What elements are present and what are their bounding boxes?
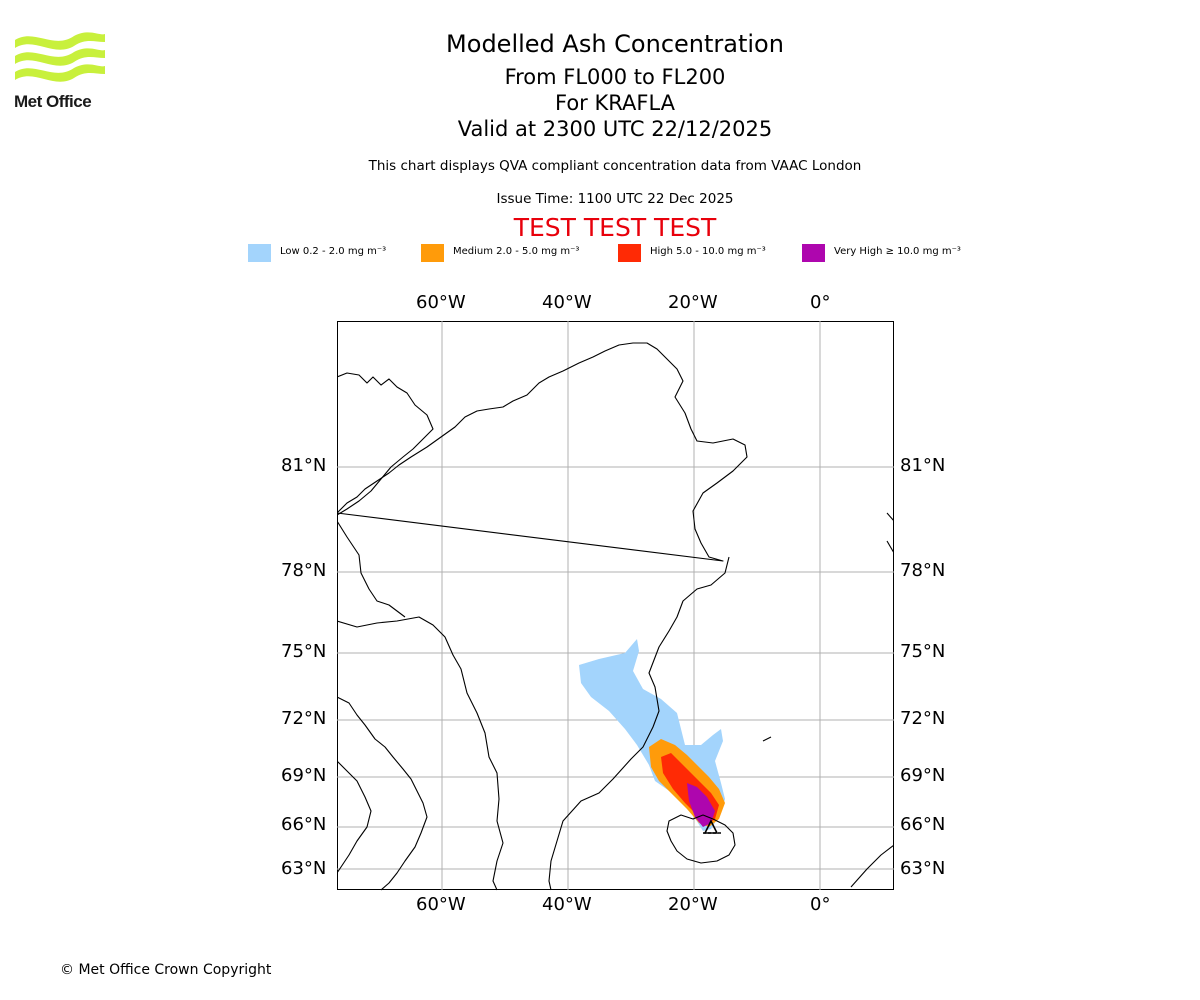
ash-region-very-high [687, 783, 715, 827]
lat-tick-right: 66°N [900, 814, 946, 835]
copyright: © Met Office Crown Copyright [60, 962, 272, 978]
legend-swatch-low [248, 244, 271, 262]
map-frame [337, 321, 894, 890]
level-range: From FL000 to FL200 [504, 65, 726, 89]
legend-label-high: High 5.0 - 10.0 mg m⁻³ [650, 246, 766, 257]
lat-tick-left: 75°N [281, 641, 327, 662]
lat-tick-right: 78°N [900, 560, 946, 581]
lat-tick-right: 75°N [900, 641, 946, 662]
jan-mayen-coastline [762, 736, 772, 742]
lat-tick-right: 69°N [900, 765, 946, 786]
legend-swatch-very-high [802, 244, 825, 262]
lon-tick-bottom: 20°W [668, 894, 718, 915]
met-office-logo: Met Office [14, 30, 110, 112]
lat-tick-left: 81°N [281, 455, 327, 476]
legend-label-low: Low 0.2 - 2.0 mg m⁻³ [280, 246, 387, 257]
norway-coastline [850, 844, 894, 888]
lat-tick-left: 72°N [281, 708, 327, 729]
legend-swatch-medium [421, 244, 444, 262]
lat-tick-left: 69°N [281, 765, 327, 786]
met-office-wave-icon [15, 32, 105, 82]
valid-time: Valid at 2300 UTC 22/12/2025 [457, 117, 773, 141]
ash-map [337, 321, 894, 891]
test-banner: TEST TEST TEST [513, 213, 717, 242]
iceland-coastline [666, 814, 736, 864]
legend-swatch-high [618, 244, 641, 262]
svalbard-coastline [886, 512, 894, 554]
logo-text: Met Office [14, 92, 92, 111]
lon-tick-top: 60°W [416, 292, 466, 313]
lon-tick-bottom: 60°W [416, 894, 466, 915]
baffin-coastline [337, 696, 428, 891]
lat-tick-left: 63°N [281, 858, 327, 879]
lon-tick-top: 0° [810, 292, 831, 313]
volcano-marker-icon [703, 819, 723, 834]
ellesmere-coastline [337, 372, 434, 516]
lat-tick-left: 78°N [281, 560, 327, 581]
lon-tick-top: 40°W [542, 292, 592, 313]
greenland-coastline [337, 342, 748, 891]
chart-title: Modelled Ash Concentration [446, 30, 784, 58]
lat-tick-left: 66°N [281, 814, 327, 835]
lat-tick-right: 81°N [900, 455, 946, 476]
legend-label-medium: Medium 2.0 - 5.0 mg m⁻³ [453, 246, 580, 257]
lat-tick-right: 63°N [900, 858, 946, 879]
lon-tick-bottom: 40°W [542, 894, 592, 915]
coastlines [337, 342, 894, 891]
lon-tick-top: 20°W [668, 292, 718, 313]
volcano-name: For KRAFLA [555, 91, 675, 115]
lon-tick-bottom: 0° [810, 894, 831, 915]
chart-description: This chart displays QVA compliant concen… [368, 158, 862, 174]
chart-subtitle: From FL000 to FL200 For KRAFLA Valid at … [315, 64, 915, 142]
legend-label-very-high: Very High ≥ 10.0 mg m⁻³ [834, 246, 961, 257]
issue-time: Issue Time: 1100 UTC 22 Dec 2025 [496, 191, 734, 207]
lat-tick-right: 72°N [900, 708, 946, 729]
